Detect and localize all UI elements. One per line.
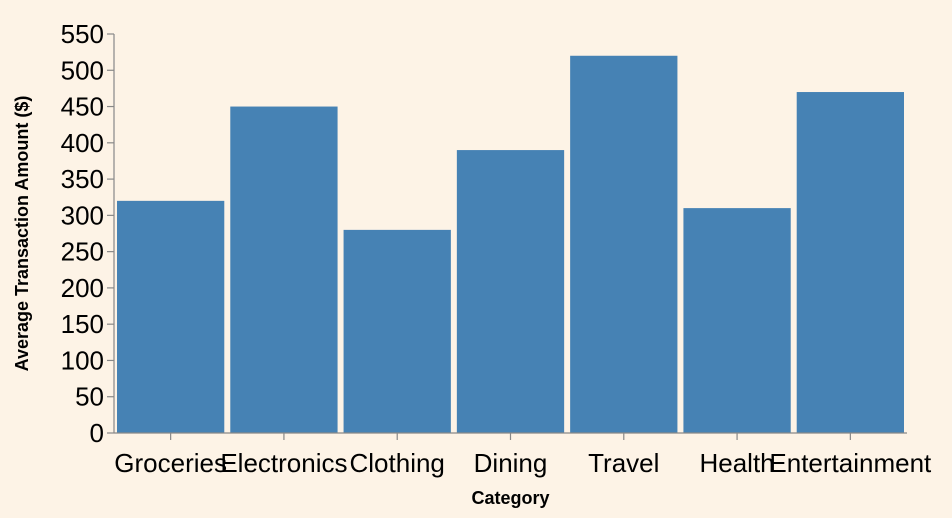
y-tick-label: 450 (61, 92, 104, 122)
bar-travel (570, 55, 678, 433)
bar-dining (456, 150, 565, 433)
y-tick-label: 50 (75, 382, 104, 412)
x-axis-title: Category (471, 488, 549, 508)
y-tick-label: 0 (90, 418, 104, 448)
y-tick-label: 150 (61, 309, 104, 339)
y-axis-title: Average Transaction Amount ($) (12, 96, 32, 372)
y-tick-label: 400 (61, 128, 104, 158)
y-tick-label: 550 (61, 19, 104, 49)
y-tick-label: 300 (61, 200, 104, 230)
y-tick-label: 250 (61, 237, 104, 267)
x-tick-label: Electronics (220, 448, 347, 478)
bar-clothing (343, 229, 451, 433)
y-tick-label: 200 (61, 273, 104, 303)
x-tick-label: Dining (474, 448, 548, 478)
bar-groceries (117, 200, 225, 433)
x-tick-label: Groceries (114, 448, 227, 478)
y-axis-ticks: 0 50 100 150 200 250 300 350 400 450 500 550 (61, 19, 114, 448)
bar-health (683, 208, 791, 433)
x-tick-label: Health (699, 448, 774, 478)
y-tick-label: 500 (61, 55, 104, 85)
bar-electronics (230, 106, 338, 433)
x-tick-label: Clothing (350, 448, 445, 478)
x-tick-label: Entertainment (769, 448, 932, 478)
x-tick-label: Travel (588, 448, 659, 478)
y-tick-label: 350 (61, 164, 104, 194)
bar-series (117, 55, 904, 433)
y-tick-label: 100 (61, 345, 104, 375)
bar-entertainment (796, 92, 904, 433)
